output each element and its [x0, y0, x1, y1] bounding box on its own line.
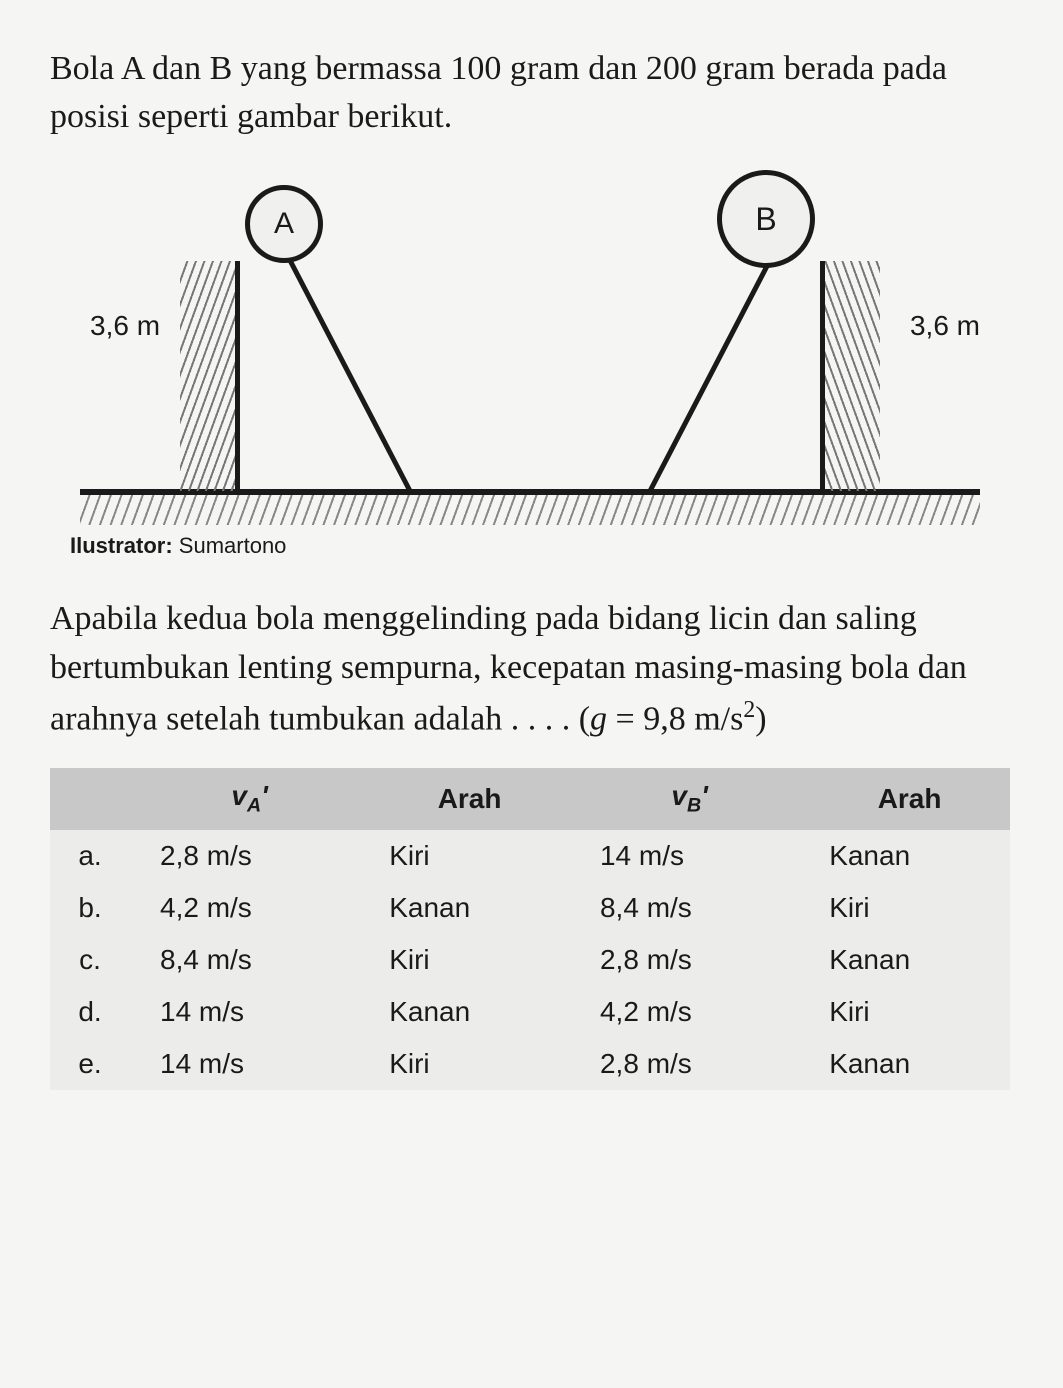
direction-2: Kiri — [809, 882, 1010, 934]
vb-value: 8,4 m/s — [570, 882, 809, 934]
ground-hatch — [80, 495, 980, 525]
option-letter: b. — [50, 882, 130, 934]
table-row: e. 14 m/s Kiri 2,8 m/s Kanan — [50, 1038, 1010, 1090]
answers-table: vA' Arah vB' Arah a. 2,8 m/s Kiri 14 m/s… — [50, 768, 1010, 1090]
option-letter: d. — [50, 986, 130, 1038]
header-va: vA' — [130, 768, 369, 830]
physics-diagram: A B 3,6 m 3,6 m — [50, 165, 1010, 525]
direction-1: Kanan — [369, 882, 570, 934]
header-va-v: v — [231, 780, 247, 811]
direction-2: Kanan — [809, 830, 1010, 882]
option-letter: c. — [50, 934, 130, 986]
ramp-right — [650, 245, 778, 491]
g-exponent: 2 — [743, 697, 755, 723]
option-letter: a. — [50, 830, 130, 882]
header-vb-sub: B — [687, 795, 701, 817]
header-blank — [50, 768, 130, 830]
vb-value: 14 m/s — [570, 830, 809, 882]
va-value: 4,2 m/s — [130, 882, 369, 934]
direction-1: Kiri — [369, 934, 570, 986]
table-row: a. 2,8 m/s Kiri 14 m/s Kanan — [50, 830, 1010, 882]
direction-2: Kanan — [809, 1038, 1010, 1090]
vb-value: 2,8 m/s — [570, 934, 809, 986]
direction-2: Kanan — [809, 934, 1010, 986]
va-value: 14 m/s — [130, 1038, 369, 1090]
question-intro: Bola A dan B yang bermassa 100 gram dan … — [50, 45, 1013, 140]
ball-a: A — [245, 185, 323, 263]
wall-right — [820, 261, 880, 491]
option-letter: e. — [50, 1038, 130, 1090]
illustrator-name: Sumartono — [173, 533, 287, 558]
header-vb: vB' — [570, 768, 809, 830]
header-vb-v: v — [671, 780, 687, 811]
direction-1: Kiri — [369, 1038, 570, 1090]
va-value: 8,4 m/s — [130, 934, 369, 986]
vb-value: 4,2 m/s — [570, 986, 809, 1038]
height-label-right: 3,6 m — [910, 310, 980, 342]
height-label-left: 3,6 m — [90, 310, 160, 342]
wall-left — [180, 261, 240, 491]
question-description: Apabila kedua bola menggelinding pada bi… — [50, 594, 1013, 743]
header-arah1: Arah — [369, 768, 570, 830]
direction-1: Kanan — [369, 986, 570, 1038]
va-value: 2,8 m/s — [130, 830, 369, 882]
g-equals: = 9,8 m/s — [607, 700, 743, 737]
table-header-row: vA' Arah vB' Arah — [50, 768, 1010, 830]
illustrator-credit: Ilustrator: Sumartono — [70, 533, 1013, 559]
illustrator-label: Ilustrator: — [70, 533, 173, 558]
desc-close: ) — [755, 700, 766, 737]
header-vb-prime: ' — [701, 780, 708, 811]
header-va-sub: A — [247, 795, 261, 817]
va-value: 14 m/s — [130, 986, 369, 1038]
table-row: c. 8,4 m/s Kiri 2,8 m/s Kanan — [50, 934, 1010, 986]
ball-b: B — [717, 170, 815, 268]
header-va-prime: ' — [261, 780, 268, 811]
table-row: d. 14 m/s Kanan 4,2 m/s Kiri — [50, 986, 1010, 1038]
desc-text: Apabila kedua bola menggelinding pada bi… — [50, 600, 967, 737]
vb-value: 2,8 m/s — [570, 1038, 809, 1090]
ramp-left — [282, 245, 410, 491]
ball-b-label: B — [755, 201, 776, 238]
header-arah2: Arah — [809, 768, 1010, 830]
g-variable: g — [590, 700, 607, 737]
direction-2: Kiri — [809, 986, 1010, 1038]
table-body: a. 2,8 m/s Kiri 14 m/s Kanan b. 4,2 m/s … — [50, 830, 1010, 1090]
direction-1: Kiri — [369, 830, 570, 882]
table-row: b. 4,2 m/s Kanan 8,4 m/s Kiri — [50, 882, 1010, 934]
ball-a-label: A — [274, 207, 294, 241]
